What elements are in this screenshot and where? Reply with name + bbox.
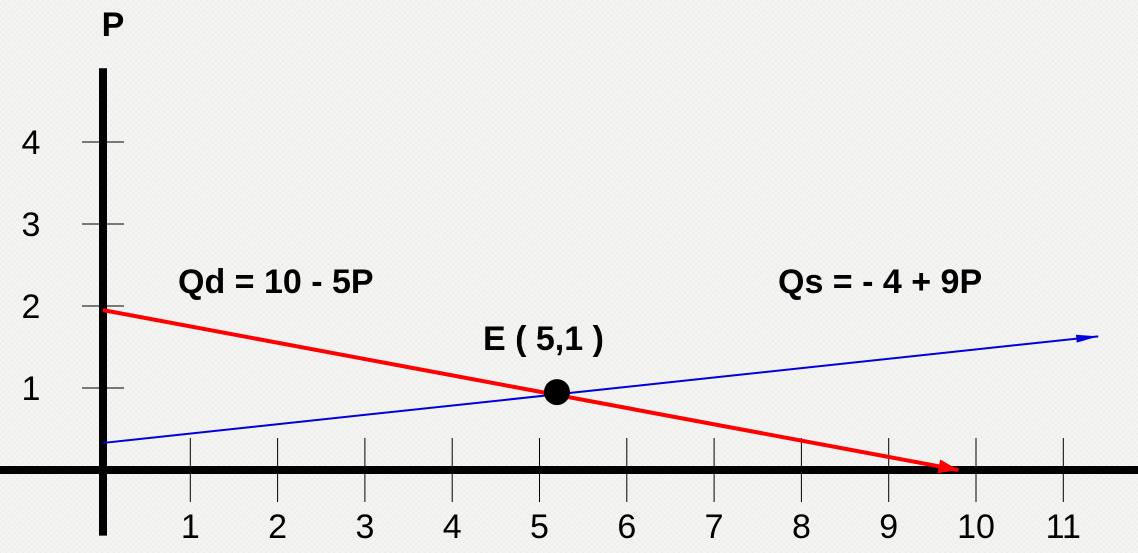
x-tick-label: 3 [355,508,374,546]
y-tick-label: 4 [22,124,41,162]
x-tick-label: 8 [792,508,811,546]
demand-equation-label: Qd = 10 - 5P [178,263,374,301]
demand-line [102,308,959,472]
x-tick-label: 10 [957,508,995,546]
supply-line [102,335,1099,444]
equilibrium-point [543,379,570,406]
x-tick-label: 11 [1046,508,1081,546]
x-tick-label: 7 [705,508,724,546]
axes [0,68,1138,536]
supply-arrowhead [1075,334,1099,343]
y-tick-label: 2 [22,288,41,326]
x-tick-label: 4 [443,508,462,546]
supply-equation-label: Qs = - 4 + 9P [778,263,982,301]
series-lines [102,308,1099,474]
equilibrium-label: E ( 5,1 ) [483,320,604,358]
y-axis-label: P [102,6,125,44]
x-tick-label: 5 [530,508,549,546]
y-tick-label: 1 [22,370,41,408]
x-tick-label: 2 [268,508,287,546]
x-tick-label: 9 [879,508,898,546]
demand-arrowhead [937,459,959,474]
x-tick-label: 6 [617,508,636,546]
y-tick-label: 3 [22,206,41,244]
x-tick-label: 1 [181,508,200,546]
